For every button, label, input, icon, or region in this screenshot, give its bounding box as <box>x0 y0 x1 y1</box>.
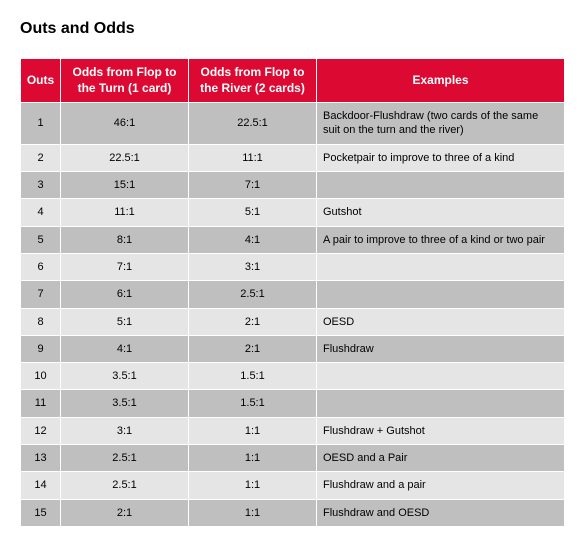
table-cell: 11:1 <box>189 144 317 171</box>
col-header-river: Odds from Flop to the River (2 cards) <box>189 59 317 103</box>
table-row: 67:13:1 <box>21 253 565 280</box>
table-row: 411:15:1Gutshot <box>21 199 565 226</box>
table-cell: 2:1 <box>189 308 317 335</box>
table-cell: 8 <box>21 308 61 335</box>
table-row: 85:12:1OESD <box>21 308 565 335</box>
table-cell: 13 <box>21 445 61 472</box>
table-cell: 3:1 <box>189 253 317 280</box>
table-cell: 4 <box>21 199 61 226</box>
table-cell: 9 <box>21 335 61 362</box>
table-cell: A pair to improve to three of a kind or … <box>317 226 565 253</box>
table-cell: 46:1 <box>61 103 189 145</box>
table-cell: 5:1 <box>61 308 189 335</box>
table-cell: 5 <box>21 226 61 253</box>
odds-table: Outs Odds from Flop to the Turn (1 card)… <box>20 58 565 527</box>
table-cell: Flushdraw <box>317 335 565 362</box>
table-cell: 8:1 <box>61 226 189 253</box>
table-row: 94:12:1Flushdraw <box>21 335 565 362</box>
table-cell: 12 <box>21 417 61 444</box>
table-row: 113.5:11.5:1 <box>21 390 565 417</box>
table-cell: 7 <box>21 281 61 308</box>
table-cell: Flushdraw and OESD <box>317 499 565 526</box>
table-body: 146:122.5:1Backdoor-Flushdraw (two cards… <box>21 103 565 527</box>
table-cell: 6 <box>21 253 61 280</box>
table-cell: OESD <box>317 308 565 335</box>
table-header-row: Outs Odds from Flop to the Turn (1 card)… <box>21 59 565 103</box>
table-cell <box>317 390 565 417</box>
table-cell: Flushdraw and a pair <box>317 472 565 499</box>
table-cell: 2:1 <box>61 499 189 526</box>
table-cell: 1:1 <box>189 445 317 472</box>
table-cell: 2:1 <box>189 335 317 362</box>
col-header-examples: Examples <box>317 59 565 103</box>
table-row: 315:17:1 <box>21 172 565 199</box>
table-cell: 3.5:1 <box>61 363 189 390</box>
table-cell: 3 <box>21 172 61 199</box>
table-row: 142.5:11:1Flushdraw and a pair <box>21 472 565 499</box>
table-cell: 1 <box>21 103 61 145</box>
table-cell: 3:1 <box>61 417 189 444</box>
table-cell: 1:1 <box>189 472 317 499</box>
table-cell: 22.5:1 <box>61 144 189 171</box>
page-title: Outs and Odds <box>20 20 565 38</box>
table-cell: 2.5:1 <box>189 281 317 308</box>
table-row: 152:11:1Flushdraw and OESD <box>21 499 565 526</box>
table-cell: 4:1 <box>61 335 189 362</box>
table-row: 222.5:111:1Pocketpair to improve to thre… <box>21 144 565 171</box>
table-cell <box>317 363 565 390</box>
table-row: 146:122.5:1Backdoor-Flushdraw (two cards… <box>21 103 565 145</box>
table-cell: Flushdraw + Gutshot <box>317 417 565 444</box>
table-cell <box>317 253 565 280</box>
table-cell: 2 <box>21 144 61 171</box>
table-cell: 3.5:1 <box>61 390 189 417</box>
table-row: 76:12.5:1 <box>21 281 565 308</box>
table-row: 123:11:1Flushdraw + Gutshot <box>21 417 565 444</box>
col-header-outs: Outs <box>21 59 61 103</box>
table-row: 132.5:11:1OESD and a Pair <box>21 445 565 472</box>
table-cell: 15 <box>21 499 61 526</box>
table-row: 58:14:1A pair to improve to three of a k… <box>21 226 565 253</box>
table-cell: 4:1 <box>189 226 317 253</box>
table-cell: 6:1 <box>61 281 189 308</box>
table-cell: Gutshot <box>317 199 565 226</box>
table-cell: 2.5:1 <box>61 445 189 472</box>
table-cell: 2.5:1 <box>61 472 189 499</box>
table-cell: 22.5:1 <box>189 103 317 145</box>
table-cell: 5:1 <box>189 199 317 226</box>
table-cell: 11 <box>21 390 61 417</box>
table-cell: 1.5:1 <box>189 390 317 417</box>
table-cell: 15:1 <box>61 172 189 199</box>
table-cell: 14 <box>21 472 61 499</box>
table-cell: 7:1 <box>61 253 189 280</box>
table-cell: 10 <box>21 363 61 390</box>
table-cell <box>317 172 565 199</box>
table-row: 103.5:11.5:1 <box>21 363 565 390</box>
table-cell: 7:1 <box>189 172 317 199</box>
table-cell: Backdoor-Flushdraw (two cards of the sam… <box>317 103 565 145</box>
col-header-turn: Odds from Flop to the Turn (1 card) <box>61 59 189 103</box>
table-cell: Pocketpair to improve to three of a kind <box>317 144 565 171</box>
table-cell: 1.5:1 <box>189 363 317 390</box>
table-cell: 1:1 <box>189 417 317 444</box>
table-cell: 1:1 <box>189 499 317 526</box>
table-cell: OESD and a Pair <box>317 445 565 472</box>
table-cell <box>317 281 565 308</box>
table-cell: 11:1 <box>61 199 189 226</box>
